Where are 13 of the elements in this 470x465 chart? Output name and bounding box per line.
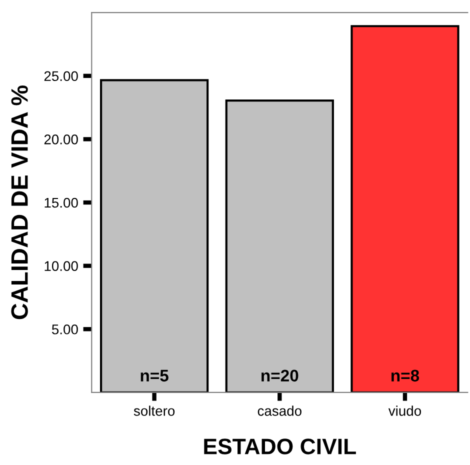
x-tick-label: viudo	[388, 406, 422, 416]
x-tick-label: soltero	[134, 406, 175, 416]
annotation: n=8	[391, 370, 420, 382]
y-tick-label: 20.00	[44, 134, 78, 144]
annotation: n=20	[262, 370, 298, 382]
annotation: n=5	[140, 370, 168, 382]
x-axis-title: ESTADO CIVIL	[204, 438, 356, 454]
y-axis-title: CALIDAD DE VIDA %	[11, 86, 28, 320]
y-tick-label: 10.00	[44, 261, 78, 271]
y-tick-label: 25.00	[44, 71, 78, 82]
x-tick-label: casado	[258, 406, 302, 416]
y-tick-label: 15.00	[44, 198, 78, 208]
y-tick-label: 5.00	[52, 324, 78, 334]
